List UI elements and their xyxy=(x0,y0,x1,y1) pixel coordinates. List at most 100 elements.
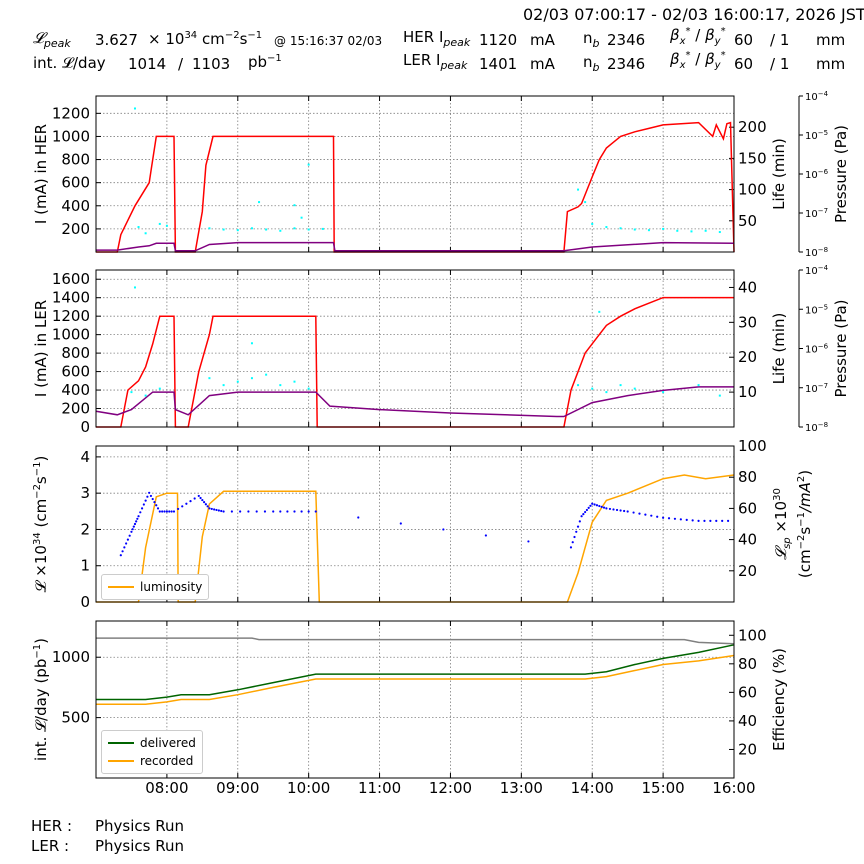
point-specific xyxy=(142,503,145,506)
point-specific xyxy=(144,499,147,502)
y-tick-label: 600 xyxy=(61,363,90,381)
point-specific xyxy=(602,506,606,509)
point-specific xyxy=(656,515,659,518)
point-pressure xyxy=(704,229,707,232)
point-specific xyxy=(168,510,171,513)
footer-her-status: Physics Run xyxy=(95,817,185,835)
point-pressure xyxy=(321,227,324,230)
point-specific xyxy=(673,517,677,520)
ler-current-unit: mA xyxy=(530,55,555,73)
point-specific xyxy=(605,507,608,510)
y-right-tick-label: 10 xyxy=(738,383,757,401)
x-tick-label: 12:00 xyxy=(429,779,472,797)
y-right-tick-label: 200 xyxy=(738,118,767,136)
point-specific xyxy=(158,510,161,513)
lum-peak-exp: 34 xyxy=(184,30,198,41)
point-specific xyxy=(307,510,310,513)
pressure-tick-label: 10−5 xyxy=(805,129,828,142)
point-specific xyxy=(578,520,581,523)
y-right-axis-label: Life (min) xyxy=(770,313,788,385)
point-specific xyxy=(667,517,671,520)
point-specific xyxy=(615,508,619,512)
point-pressure xyxy=(577,188,580,191)
point-pressure xyxy=(279,229,282,232)
point-pressure xyxy=(690,230,693,233)
point-pressure xyxy=(619,227,622,230)
point-specific xyxy=(314,510,317,513)
point-specific xyxy=(208,507,211,510)
int-lum-total: 1103 xyxy=(192,55,231,73)
x-tick-label: 15:00 xyxy=(641,779,684,797)
point-pressure xyxy=(591,387,594,390)
ler-beta-label: βx* / βy* xyxy=(670,51,726,71)
point-specific xyxy=(697,519,700,522)
point-pressure xyxy=(208,377,211,380)
her-nb-label: nb xyxy=(583,31,600,50)
point-pressure xyxy=(605,391,608,394)
y-axis-label: int. 𝓛/day (pb−1) xyxy=(32,638,50,761)
point-specific xyxy=(217,509,220,512)
point-specific xyxy=(587,506,590,509)
y-right-tick-label: 20 xyxy=(738,740,757,758)
point-specific xyxy=(131,528,134,531)
point-specific xyxy=(650,514,653,517)
point-specific xyxy=(263,510,267,513)
y-right-tick-label: 20 xyxy=(738,562,757,580)
plot-frame xyxy=(95,95,735,253)
point-specific xyxy=(357,516,360,519)
legend-label-delivered: delivered xyxy=(140,736,196,750)
ler-beta-sep: / xyxy=(690,50,706,68)
integrated-legend: delivered recorded xyxy=(101,730,203,774)
pressure-tick-label: 10−6 xyxy=(805,343,829,356)
her-current-unit: mA xyxy=(530,31,555,49)
lum-peak-time: @ 15:16:37 02/03 xyxy=(274,34,383,48)
point-specific xyxy=(125,542,128,545)
point-specific xyxy=(662,516,665,519)
point-pressure xyxy=(279,384,282,387)
legend-row-delivered: delivered xyxy=(108,734,196,752)
panel-luminosity: 0 1 2 3 4 20 40 60 80 100 𝓛 ×1034 (cm−2s−1) 𝓛sp ×10… xyxy=(32,437,814,611)
y-tick-label: 1000 xyxy=(52,127,90,145)
y-tick-label: 400 xyxy=(61,197,90,215)
y-right-tick-label: 30 xyxy=(738,313,757,331)
point-pressure xyxy=(307,163,310,166)
int-lum-sep: / xyxy=(178,55,184,73)
point-specific xyxy=(626,510,629,513)
point-pressure xyxy=(250,227,253,230)
pressure-axis-label: Pressure (Pa) xyxy=(832,125,850,223)
x-tick-label: 09:00 xyxy=(216,779,259,797)
point-pressure xyxy=(718,231,721,234)
point-specific xyxy=(206,505,209,508)
point-specific xyxy=(573,535,576,539)
x-tick-label: 08:00 xyxy=(145,779,188,797)
footer-her-label: HER : xyxy=(31,817,73,835)
series-recorded xyxy=(96,654,735,706)
point-specific xyxy=(204,503,207,506)
point-pressure xyxy=(307,228,310,231)
point-pressure xyxy=(293,227,296,230)
her-beta-x-sub: x xyxy=(679,36,686,47)
point-specific xyxy=(593,503,596,506)
point-specific xyxy=(585,508,589,512)
lum-peak-s: s xyxy=(239,30,248,48)
point-specific xyxy=(623,509,626,513)
point-specific xyxy=(598,504,601,508)
point-specific xyxy=(133,522,137,526)
y-tick-label: 400 xyxy=(61,381,90,399)
int-lum-unit-exp: −1 xyxy=(267,53,282,64)
y-right-tick-label: 80 xyxy=(738,468,757,486)
y-tick-label: 1400 xyxy=(52,289,90,307)
point-specific xyxy=(600,505,603,508)
pressure-tick-label: 10−4 xyxy=(805,90,829,103)
point-specific xyxy=(721,519,724,522)
lum-peak-unit: × 1034 cm−2s−1 xyxy=(148,31,262,47)
point-specific xyxy=(230,510,233,513)
y-right-tick-label: 40 xyxy=(738,712,757,730)
point-pressure xyxy=(662,391,665,394)
ler-beta-unit: mm xyxy=(816,55,846,73)
her-peak-label: HER Ipeak xyxy=(403,30,470,49)
her-beta-sep: / xyxy=(690,26,706,44)
x-tick-label: 11:00 xyxy=(358,779,401,797)
y-axis-label: I (mA) in LER xyxy=(32,300,50,397)
pressure-tick-label: 10−6 xyxy=(805,168,829,181)
